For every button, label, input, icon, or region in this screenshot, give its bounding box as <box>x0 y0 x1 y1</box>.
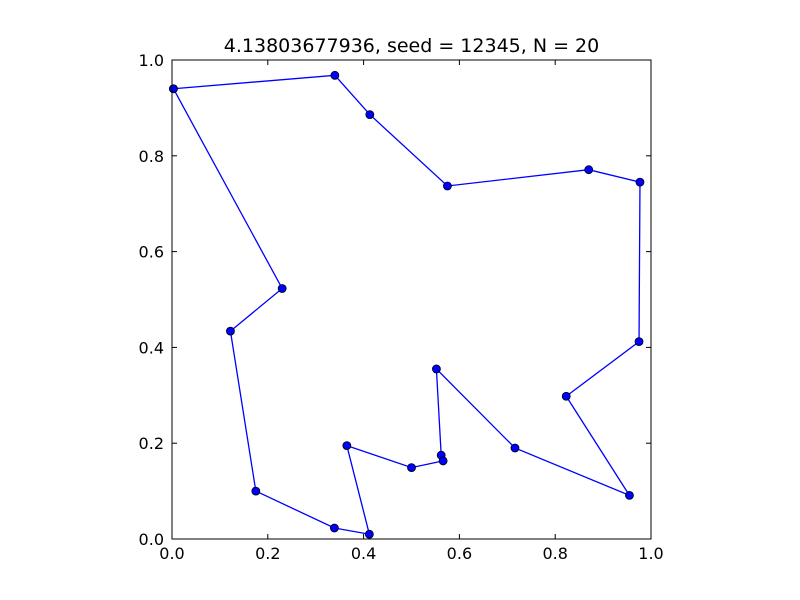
y-tick-label: 0.8 <box>139 147 164 166</box>
data-point <box>342 441 352 450</box>
data-point <box>329 523 339 533</box>
x-tick-label: 0.0 <box>159 544 184 563</box>
axes-frame <box>171 59 652 540</box>
data-point <box>365 110 375 120</box>
y-tick-label: 0.4 <box>139 338 164 357</box>
chart-title: 4.13803677936, seed = 12345, N = 20 <box>224 35 599 57</box>
data-point <box>330 70 340 80</box>
y-tick-label: 0.2 <box>139 434 164 453</box>
data-point <box>635 177 645 187</box>
data-point <box>438 456 448 466</box>
series-layer <box>169 70 645 539</box>
x-tick-label: 1.0 <box>638 544 663 563</box>
data-point <box>407 463 416 473</box>
x-tick-label: 0.8 <box>542 544 567 563</box>
data-point <box>510 443 520 453</box>
y-tick-label: 0.6 <box>139 243 164 262</box>
data-point <box>169 84 178 94</box>
tick-layer: 0.0 0.2 0.4 0.6 0.8 1.0 0.0 0.2 0.4 0.6 0.8 1.0 <box>139 51 664 563</box>
data-point <box>443 181 452 191</box>
data-point <box>584 165 594 175</box>
y-tick-label: 1.0 <box>139 51 164 70</box>
data-point <box>634 337 644 347</box>
x-tick-label: 0.2 <box>255 544 280 563</box>
x-tick-label: 0.4 <box>351 544 376 563</box>
data-point <box>277 284 287 293</box>
data-point <box>625 491 634 500</box>
x-tick-label: 0.6 <box>447 544 472 563</box>
y-tick-label: 0.0 <box>139 530 164 549</box>
data-point <box>226 326 235 336</box>
data-point <box>251 486 261 496</box>
data-point <box>432 364 441 374</box>
data-point <box>561 391 571 401</box>
data-point <box>364 529 374 539</box>
